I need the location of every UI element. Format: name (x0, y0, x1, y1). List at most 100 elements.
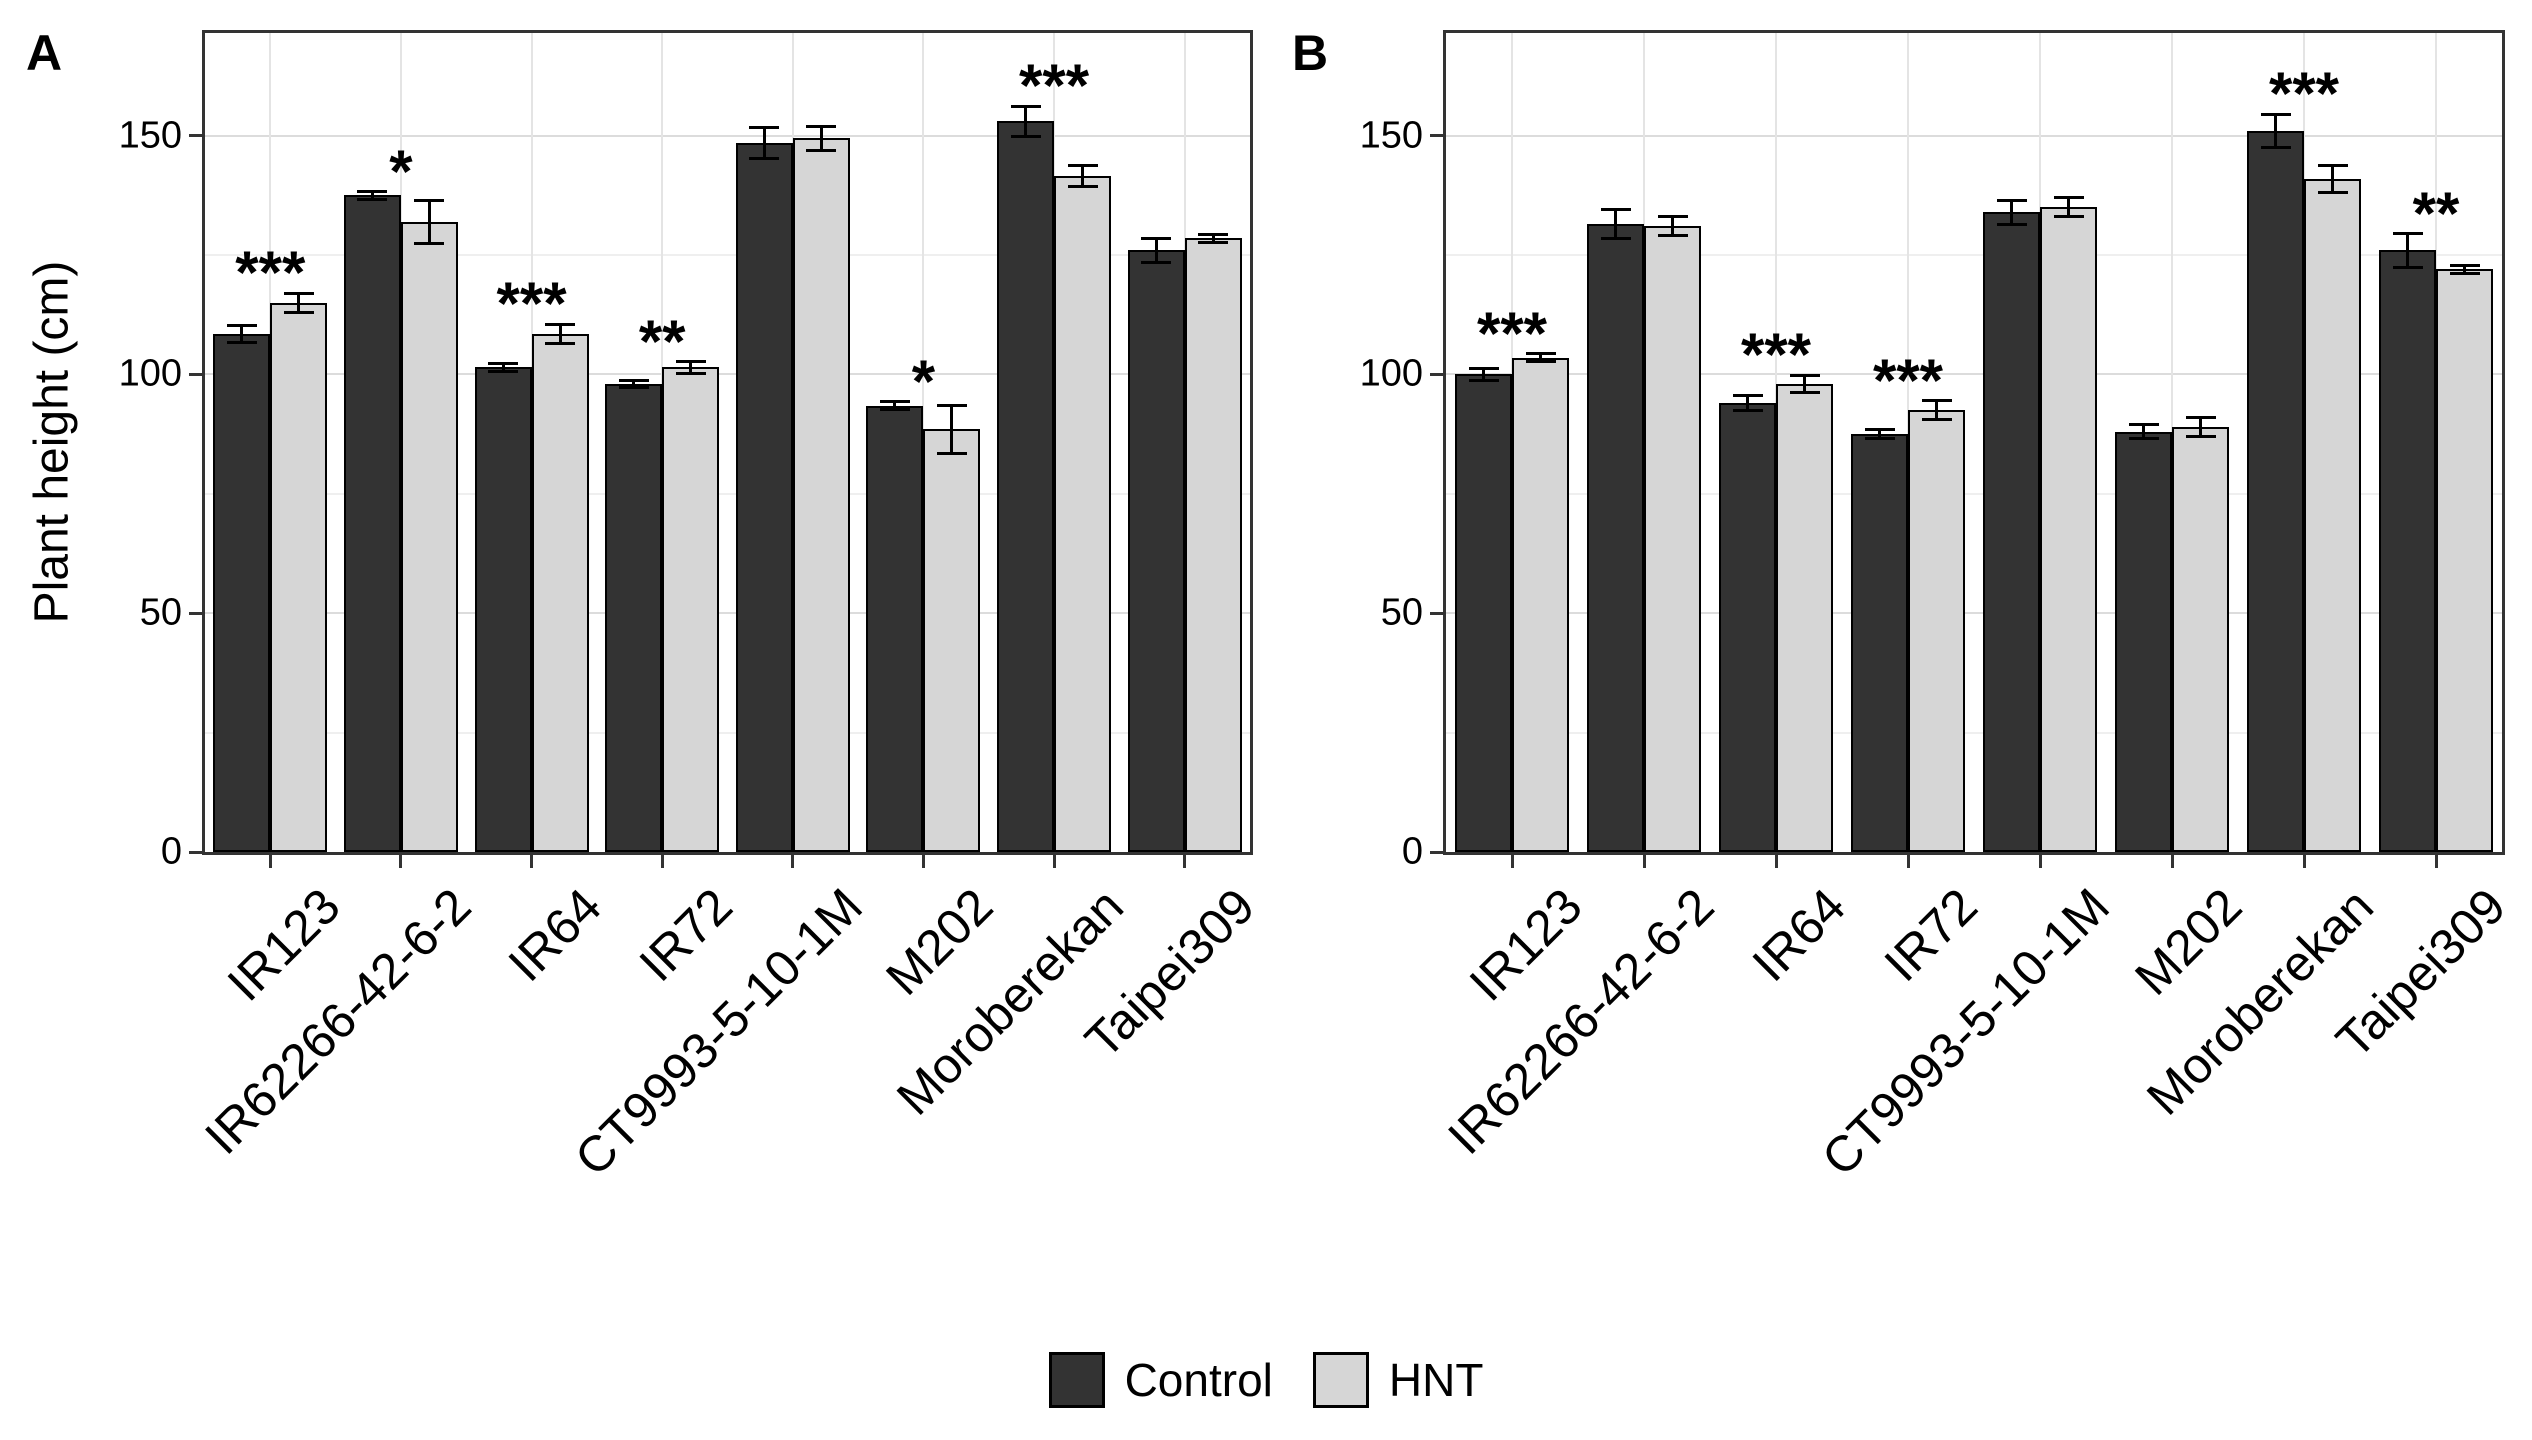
error-cap-bottom (1010, 135, 1041, 139)
x-tick-label-IR64: IR64 (1742, 877, 1857, 992)
error-cap-bottom (2392, 265, 2423, 269)
bar-hnt-Moroberekan (2304, 178, 2361, 852)
error-cap-bottom (1864, 437, 1895, 441)
error-bar-hnt-IR62266-42-6-2 (427, 200, 431, 244)
error-bar-hnt-M202 (2199, 417, 2202, 437)
x-tick-mark (1642, 855, 1646, 868)
panel-label-a: A (26, 25, 63, 81)
error-cap-top (2449, 264, 2480, 268)
significance-stars-IR64: *** (1740, 321, 1812, 389)
error-cap-top (618, 378, 649, 382)
panel-a: *** * *** ** * *** 0 50 100 150 IR123 IR62266-42-6… (119, 30, 1265, 1187)
bar-control-IR123 (1455, 374, 1512, 852)
error-cap-top (1525, 352, 1556, 356)
legend-swatch-hnt-icon (1312, 1352, 1369, 1408)
error-cap-bottom (1921, 418, 1952, 422)
error-cap-top (226, 323, 257, 327)
error-cap-bottom (357, 197, 388, 201)
legend-label-control: Control (1124, 1354, 1273, 1406)
error-bar-control-IR64 (501, 363, 505, 372)
error-cap-bottom (1525, 360, 1556, 364)
error-cap-top (1600, 208, 1631, 212)
error-cap-bottom (1468, 378, 1499, 382)
error-cap-bottom (2449, 271, 2480, 275)
error-cap-top (1198, 233, 1229, 237)
x-tick-mark (1052, 855, 1056, 868)
error-bar-hnt-IR72 (1935, 400, 1938, 420)
panel-b: *** *** *** *** ** 0 50 100 150 IR123 IR62266-42-… (1360, 30, 2516, 1187)
error-bar-hnt-M202 (950, 405, 954, 454)
y-tick-label: 150 (118, 114, 182, 157)
error-cap-bottom (2185, 435, 2216, 439)
error-cap-top (749, 126, 780, 130)
gridline-minor-y (205, 254, 1250, 257)
error-bar-hnt-Moroberekan (1081, 165, 1085, 187)
error-cap-top (283, 291, 314, 295)
error-bar-control-Moroberekan (2274, 114, 2277, 148)
legend: Control HNT (0, 1352, 2532, 1408)
error-bar-control-M202 (2142, 424, 2145, 439)
error-cap-top (879, 400, 910, 404)
error-bar-hnt-IR72 (689, 361, 693, 374)
significance-stars-IR123: *** (235, 239, 306, 307)
bar-hnt-M202 (2172, 426, 2229, 852)
bar-hnt-Moroberekan (1054, 176, 1112, 852)
error-bar-control-CT9993-5-10-1M (2010, 200, 2013, 225)
error-cap-top (1732, 394, 1763, 398)
error-cap-top (1067, 164, 1098, 168)
bar-hnt-Taipei309 (2436, 269, 2493, 852)
significance-stars-M202: * (911, 347, 936, 415)
error-cap-bottom (2317, 190, 2348, 194)
x-tick-mark (1906, 855, 1910, 868)
error-cap-bottom (1789, 391, 1820, 395)
error-cap-top (675, 360, 706, 364)
error-cap-bottom (1657, 234, 1688, 238)
significance-stars-IR72: ** (638, 307, 686, 375)
bar-control-Moroberekan (2247, 130, 2304, 852)
x-tick-mark (2302, 855, 2306, 868)
panel-label-b: B (1292, 25, 1329, 81)
error-cap-top (2185, 415, 2216, 419)
error-cap-bottom (2260, 146, 2291, 150)
error-cap-bottom (749, 156, 780, 160)
bar-control-CT9993-5-10-1M (1983, 212, 2040, 852)
y-tick-label: 100 (118, 352, 182, 395)
error-cap-top (1010, 104, 1041, 108)
bar-control-IR64 (1719, 403, 1776, 852)
error-cap-top (2317, 163, 2348, 167)
error-cap-top (806, 124, 837, 128)
error-bar-control-IR64 (1746, 395, 1749, 411)
x-tick-mark (921, 855, 925, 868)
x-tick-mark (1510, 855, 1514, 868)
gridline-minor-y (205, 492, 1250, 495)
x-tick-mark (268, 855, 272, 868)
y-tick-label: 0 (1401, 830, 1423, 873)
bar-control-IR62266-42-6-2 (1587, 224, 1644, 852)
bar-hnt-IR72 (1908, 410, 1965, 852)
error-cap-bottom (1141, 260, 1172, 264)
x-tick-mark (530, 855, 534, 868)
bar-hnt-IR72 (662, 367, 720, 852)
error-cap-top (1996, 198, 2027, 202)
bar-hnt-IR123 (1512, 357, 1569, 852)
significance-stars-IR62266-42-6-2: * (389, 137, 413, 205)
bar-control-Taipei309 (1127, 250, 1185, 852)
y-tick-label: 150 (1359, 114, 1423, 157)
bar-hnt-IR64 (531, 333, 589, 852)
gridline-major-y (205, 373, 1250, 376)
y-axis-title: Plant height (cm) (25, 260, 79, 624)
error-cap-top (1141, 236, 1172, 240)
legend-label-hnt: HNT (1388, 1354, 1484, 1406)
bar-hnt-Taipei309 (1184, 238, 1242, 852)
error-bar-hnt-IR62266-42-6-2 (1671, 216, 1674, 236)
error-cap-top (2128, 423, 2159, 427)
error-cap-top (545, 322, 576, 326)
significance-stars-Moroberekan: *** (2268, 60, 2340, 128)
gridline-major-y (205, 612, 1250, 615)
bar-control-IR72 (605, 384, 663, 852)
error-bar-control-IR62266-42-6-2 (370, 191, 374, 200)
x-tick-mark (1774, 855, 1778, 868)
bar-control-Moroberekan (997, 121, 1055, 852)
error-cap-top (1921, 399, 1952, 403)
error-bar-hnt-CT9993-5-10-1M (819, 126, 823, 150)
